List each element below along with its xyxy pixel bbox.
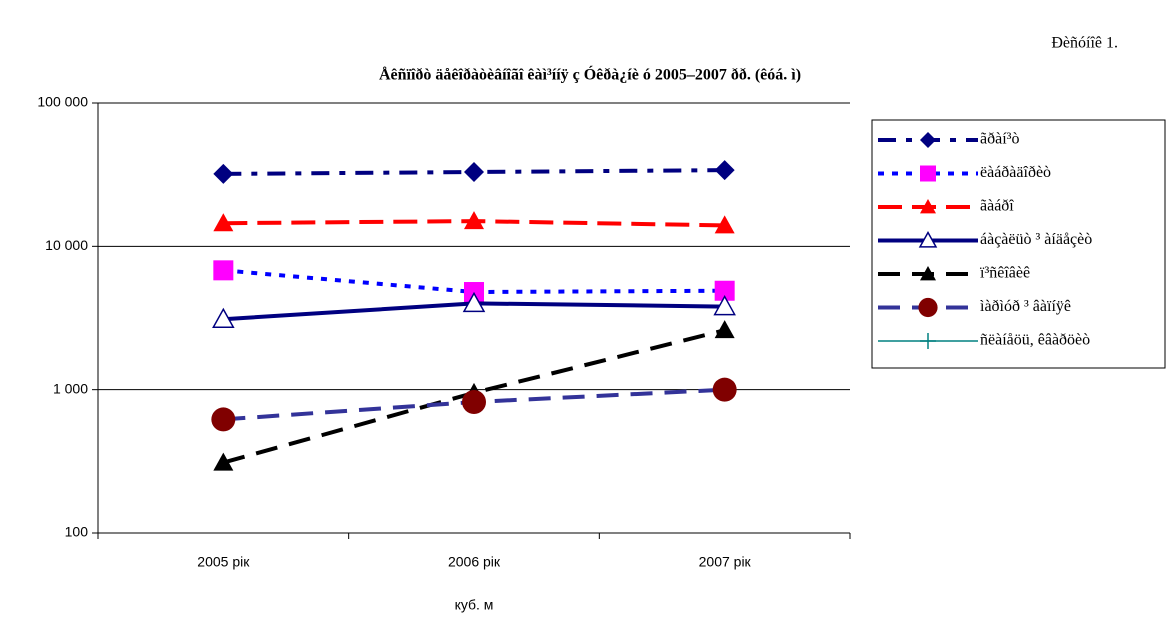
marker	[918, 230, 938, 248]
y-tick-label: 100 000	[37, 94, 88, 110]
marker	[918, 297, 938, 318]
marker	[211, 407, 236, 432]
marker	[462, 291, 486, 313]
marker	[714, 280, 735, 301]
marker	[714, 160, 735, 181]
legend-label: ñëàíåöü, êâàðöèò	[980, 332, 1090, 349]
figure-label: Ðèñóíîê 1.	[1051, 35, 1118, 52]
x-tick-label: 2005 рік	[197, 554, 250, 570]
marker	[213, 260, 234, 281]
x-tick-label: 2006 рік	[448, 554, 501, 570]
y-tick-label: 10 000	[45, 237, 88, 253]
chart-title: Åêñïîðò äåêîðàòèâíîãî êàì³ííÿ ç Óêðà¿íè …	[379, 65, 801, 84]
marker	[712, 377, 737, 402]
marker	[920, 165, 936, 182]
x-axis-label: куб. м	[455, 597, 494, 613]
marker	[213, 213, 234, 232]
legend-label: ãàáðî	[980, 198, 1014, 215]
marker	[714, 215, 735, 234]
legend-label: ï³ñêîâèê	[979, 265, 1030, 282]
legend-label: ëàáðàäîðèò	[980, 164, 1051, 181]
marker	[462, 390, 486, 415]
marker	[714, 320, 735, 339]
marker	[464, 162, 484, 183]
y-tick-label: 1 000	[53, 380, 88, 396]
legend-label: ãðàí³ò	[980, 131, 1019, 148]
x-tick-label: 2007 рік	[699, 554, 752, 570]
marker	[212, 307, 235, 328]
marker	[920, 266, 936, 281]
marker	[920, 132, 936, 148]
legend-label: ìàðìóð ³ âàïíÿê	[980, 298, 1071, 315]
series-line	[222, 328, 726, 465]
legend-label: áàçàëüò ³ àíäåçèò	[980, 231, 1092, 248]
marker	[213, 163, 234, 184]
marker	[920, 333, 936, 349]
marker	[713, 295, 736, 316]
marker	[213, 452, 234, 471]
marker	[464, 211, 484, 230]
y-tick-label: 100	[65, 524, 89, 540]
marker	[920, 199, 936, 214]
